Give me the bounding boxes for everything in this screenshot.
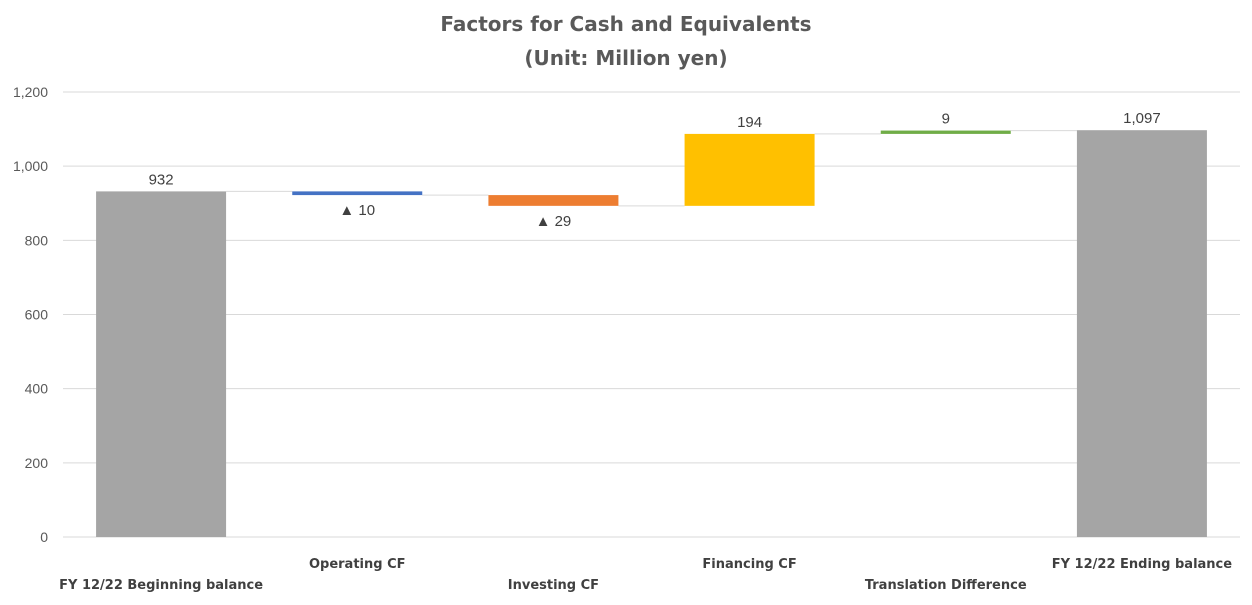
x-category-label: Translation Difference — [865, 578, 1027, 593]
y-tick-label: 1,000 — [13, 158, 48, 174]
x-category-label: FY 12/22 Ending balance — [1052, 557, 1233, 572]
connector-lines — [226, 130, 1077, 207]
y-tick-label: 600 — [25, 307, 49, 323]
x-category-label: Operating CF — [309, 557, 406, 572]
y-tick-label: 200 — [25, 455, 49, 471]
bars — [96, 130, 1207, 537]
y-tick-label: 800 — [25, 232, 49, 248]
data-label: 194 — [737, 114, 762, 131]
data-label: ▲ 29 — [536, 213, 572, 230]
bar — [292, 191, 423, 196]
data-label: 1,097 — [1123, 110, 1161, 127]
bar — [488, 195, 619, 206]
y-axis: 0 200 400 600 800 1,000 1,200 — [13, 84, 48, 545]
chart-title: Factors for Cash and Equivalents — [440, 12, 812, 36]
data-labels: 932 ▲ 10 ▲ 29 194 9 1,097 — [149, 110, 1161, 230]
bar — [684, 133, 815, 206]
y-tick-label: 1,200 — [13, 84, 48, 100]
bar — [96, 191, 227, 537]
data-label: 932 — [149, 171, 174, 188]
x-category-label: Investing CF — [508, 578, 599, 593]
bar — [1076, 130, 1207, 537]
x-category-label: Financing CF — [702, 557, 796, 572]
y-tick-label: 400 — [25, 381, 49, 397]
chart-subtitle: (Unit: Million yen) — [524, 46, 728, 70]
gridlines — [63, 91, 1240, 538]
data-label: 9 — [942, 111, 950, 128]
data-label: ▲ 10 — [339, 202, 375, 219]
y-tick-label: 0 — [40, 529, 48, 545]
x-axis: FY 12/22 Beginning balance Operating CF In… — [59, 557, 1232, 593]
x-category-label: FY 12/22 Beginning balance — [59, 578, 263, 593]
bar — [880, 130, 1011, 134]
